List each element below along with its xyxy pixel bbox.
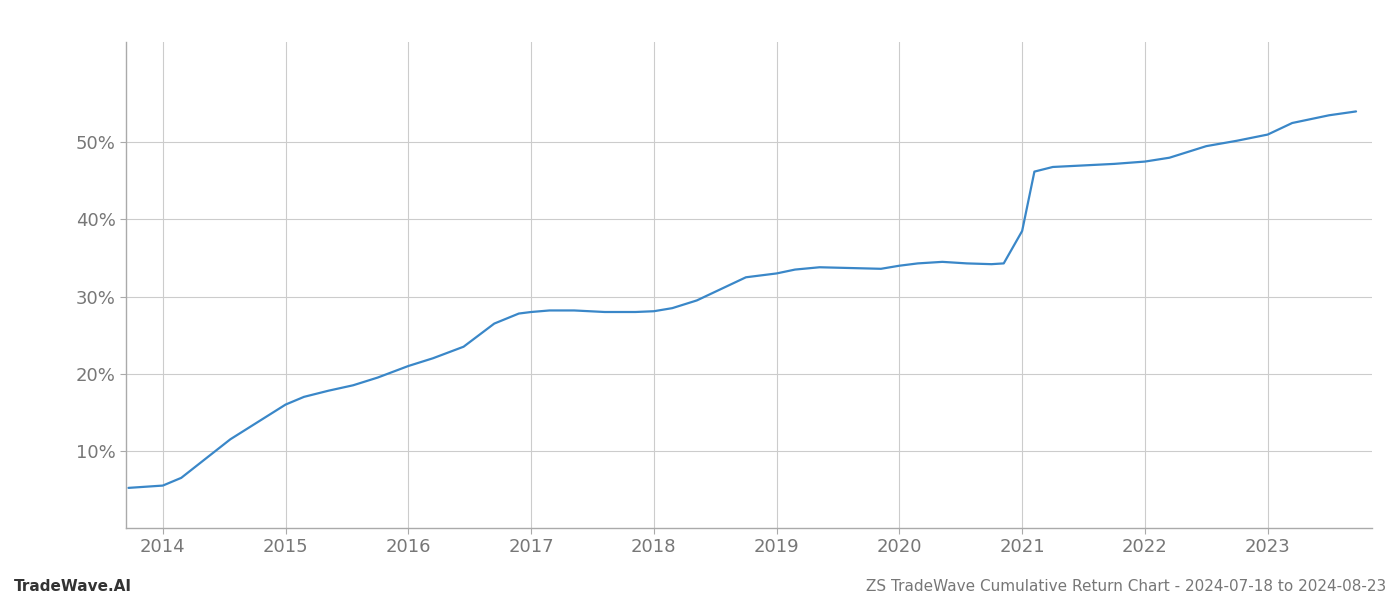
Text: ZS TradeWave Cumulative Return Chart - 2024-07-18 to 2024-08-23: ZS TradeWave Cumulative Return Chart - 2… — [865, 579, 1386, 594]
Text: TradeWave.AI: TradeWave.AI — [14, 579, 132, 594]
